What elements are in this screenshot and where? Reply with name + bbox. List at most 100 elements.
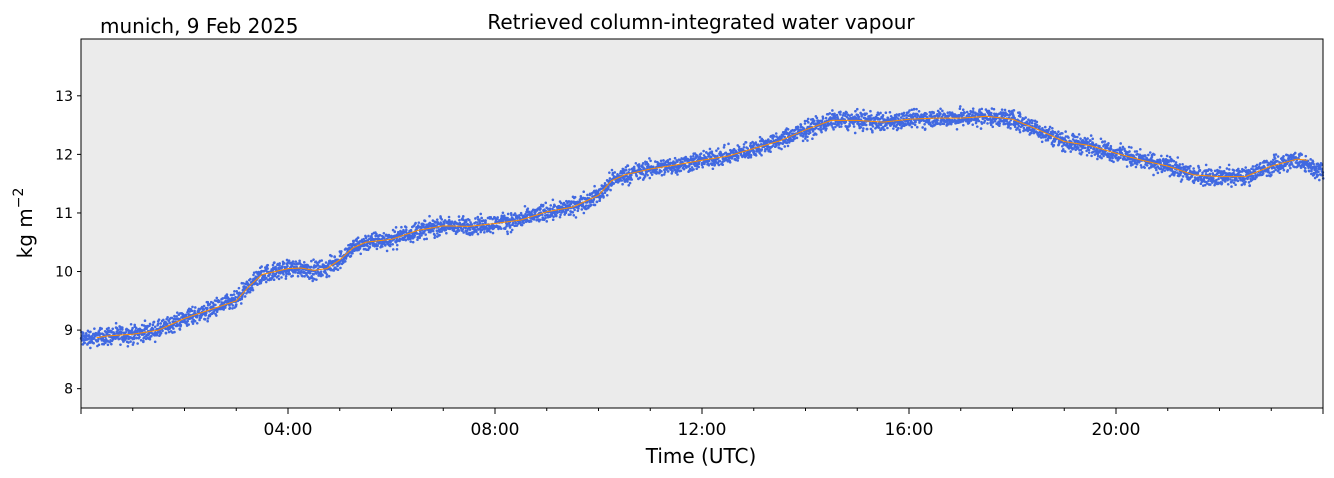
scatter-point [461,215,465,218]
plot-area [81,39,1323,408]
scatter-point [553,204,557,208]
scatter-point [852,125,856,128]
scatter-point [315,278,318,281]
scatter-point [325,273,329,276]
scatter-point [1069,150,1073,153]
scatter-point [256,283,259,286]
scatter-point [242,282,245,285]
scatter-point [939,107,942,111]
scatter-point [282,273,285,276]
scatter-point [480,216,483,220]
scatter-point [808,131,812,134]
scatter-point [266,263,270,267]
scatter-point [1085,153,1089,157]
scatter-point [1218,166,1222,169]
scatter-point [1197,166,1201,169]
scatter-point [501,211,505,215]
scatter-point [1147,153,1150,157]
scatter-point [462,231,465,234]
scatter-point [552,215,555,219]
scatter-point [1080,150,1084,154]
scatter-point [1064,130,1067,133]
scatter-point [237,294,241,297]
scatter-point [447,215,451,219]
scatter-point [228,306,232,310]
scatter-point [814,126,818,130]
scatter-point [1051,133,1055,136]
scatter-point [362,237,365,241]
scatter-point [118,337,121,340]
scatter-point [923,127,927,131]
scatter-point [413,234,417,237]
scatter-point [532,218,536,221]
scatter-point [630,178,634,181]
scatter-point [1003,108,1007,112]
scatter-point [327,274,331,278]
scatter-point [120,331,123,334]
scatter-point [422,223,425,226]
scatter-point [1011,113,1015,117]
scatter-point [637,163,641,166]
scatter-point [1012,109,1016,112]
scatter-point [1099,137,1103,141]
scatter-point [605,193,609,197]
scatter-point [1210,169,1213,172]
scatter-point [962,123,965,127]
scatter-point [1252,174,1255,178]
scatter-point [668,157,672,161]
scatter-point [278,262,281,265]
scatter-point [538,218,542,222]
scatter-point [445,231,448,235]
scatter-point [821,117,825,120]
scatter-point [510,213,513,217]
scatter-point [172,327,175,330]
scatter-point [265,276,268,280]
scatter-point [284,269,288,272]
scatter-point [239,302,243,305]
scatter-point [1111,156,1114,160]
scatter-point [119,343,122,346]
scatter-point [796,126,800,129]
scatter-point [191,305,194,309]
scatter-point [603,181,607,185]
scatter-point [864,123,868,127]
scatter-point [230,293,234,297]
scatter-point [1244,166,1247,169]
scatter-point [389,243,392,246]
scatter-point [510,228,514,232]
scatter-point [660,170,663,173]
scatter-point [92,337,96,340]
scatter-point [1176,156,1180,159]
scatter-point [499,227,503,230]
scatter-point [193,319,197,323]
scatter-point [783,145,787,148]
scatter-point [949,122,953,126]
scatter-point [692,168,695,171]
scatter-point [971,107,975,110]
scatter-point [231,304,235,307]
scatter-point [400,225,403,229]
scatter-point [1119,142,1122,145]
scatter-point [753,150,756,153]
scatter-point [303,275,306,278]
scatter-point [1232,173,1236,176]
scatter-point [420,234,423,237]
scatter-point [110,342,113,346]
scatter-point [980,122,984,125]
scatter-point [468,218,471,222]
scatter-point [1035,120,1039,124]
scatter-point [679,169,683,173]
scatter-point [476,215,480,219]
scatter-point [107,326,110,330]
scatter-point [293,265,296,269]
scatter-point [983,119,987,123]
scatter-point [663,170,667,174]
scatter-point [185,322,188,325]
scatter-point [1013,125,1017,129]
scatter-point [727,142,730,146]
scatter-point [89,346,92,350]
scatter-point [1130,146,1133,149]
scatter-point [795,136,799,140]
scatter-point [433,236,436,240]
scatter-point [273,261,276,264]
